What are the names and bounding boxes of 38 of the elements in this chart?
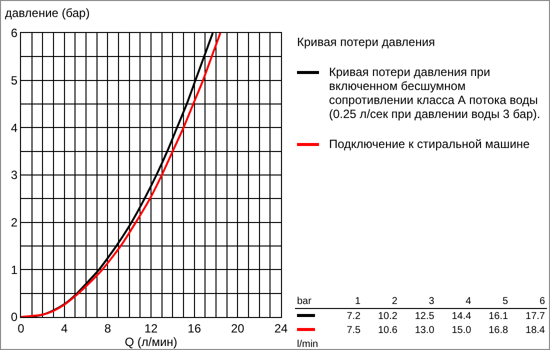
x-tick-label: 16 — [188, 321, 202, 336]
y-tick-label: 1 — [10, 262, 18, 277]
legend-title: Кривая потери давления — [297, 35, 436, 49]
y-tick-label: 3 — [10, 168, 18, 182]
legend-label: Кривая потери давления при включенном бесшумном сопротивлении класса А потока воды (0.25 л/сек при давлении воды 3 бар). — [329, 65, 542, 121]
text: 2 — [362, 294, 400, 308]
x-tick-label: 12 — [144, 321, 158, 336]
legend-label: Подключение к стиральной машине — [329, 137, 530, 151]
text: 7.2 — [346, 310, 362, 323]
text: 7.5 — [346, 324, 362, 337]
text: 14.4 — [450, 310, 472, 323]
y-tick-label: 4 — [10, 120, 18, 135]
x-axis-title: Q (л/мин) — [124, 335, 178, 349]
text: 6 — [510, 294, 547, 308]
text: 10.6 — [377, 324, 398, 337]
text: 16.8 — [488, 324, 510, 337]
text: 15.0 — [450, 324, 472, 337]
text: 16.1 — [488, 310, 510, 323]
text: l/min — [296, 338, 320, 350]
x-tick-label: 24 — [274, 321, 288, 336]
text: 5 — [473, 294, 510, 308]
y-axis-title: давление (бар) — [5, 6, 90, 20]
text: 10.2 — [377, 310, 398, 323]
y-tick-label: 2 — [10, 216, 18, 230]
text: bar — [295, 294, 334, 308]
text: 18.4 — [524, 324, 546, 337]
x-tick-label: 8 — [104, 321, 112, 336]
text: 3 — [399, 294, 436, 308]
x-tick-label: 4 — [60, 321, 68, 336]
y-tick-label: 0 — [10, 310, 18, 324]
text: 13.0 — [414, 324, 436, 337]
y-tick-label: 6 — [10, 26, 18, 40]
x-tick-label: 20 — [230, 321, 245, 336]
text: 1 — [334, 294, 363, 308]
text: 17.7 — [524, 310, 546, 323]
text: 4 — [436, 294, 474, 308]
y-tick-label: 5 — [10, 74, 18, 88]
text: 12.5 — [414, 310, 436, 323]
